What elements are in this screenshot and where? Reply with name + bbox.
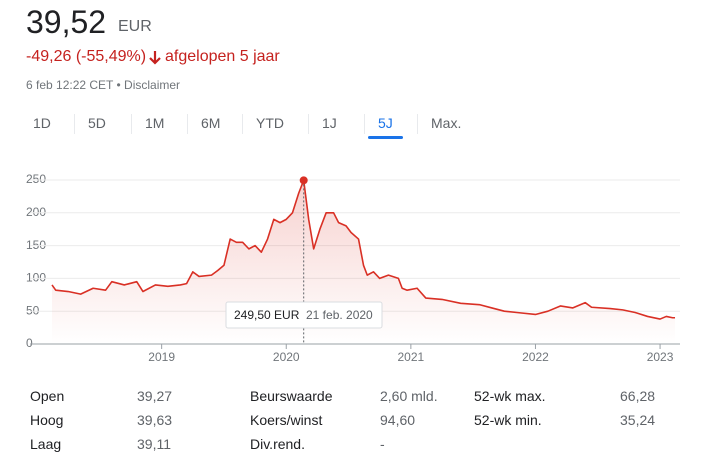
currency: EUR (118, 18, 152, 35)
disclaimer[interactable]: Disclaimer (124, 78, 181, 92)
stat-value: 39,11 (137, 436, 171, 452)
stat-value: 2,60 mld. (380, 388, 438, 404)
stat-value: 39,27 (137, 388, 173, 404)
change: -49,26 (-55,49%) (26, 48, 147, 65)
y-tick-label: 100 (26, 271, 46, 285)
stat-label: Hoog (30, 412, 64, 428)
tab-separator (187, 114, 188, 134)
tooltip-value: 249,50 EUR (234, 308, 300, 322)
stat-label: Div.rend. (250, 436, 305, 452)
hover-point (299, 176, 308, 185)
x-tick-label: 2023 (647, 350, 674, 364)
stat-label: Beurswaarde (250, 388, 333, 404)
range-tab[interactable]: 5J (378, 115, 393, 131)
down-arrow (149, 51, 161, 65)
stat-value: 94,60 (380, 412, 416, 428)
time: 6 feb 12:22 CET (26, 78, 114, 92)
tooltip-date: 21 feb. 2020 (306, 308, 373, 322)
tooltip: 249,50 EUR 21 feb. 2020 (225, 301, 383, 329)
y-tick-label: 50 (26, 303, 40, 317)
tab-separator (364, 114, 365, 134)
y-tick-label: 150 (26, 238, 46, 252)
stat-label: 52-wk max. (474, 388, 546, 404)
tab-separator (308, 114, 309, 134)
stat-label: Laag (30, 436, 62, 452)
stat-label: Open (30, 388, 65, 404)
range-tab[interactable]: Max. (431, 115, 462, 131)
x-tick-label: 2021 (398, 350, 425, 364)
tab-separator (74, 114, 75, 134)
area (52, 180, 676, 344)
x-tick-label: 2022 (522, 350, 549, 364)
range-tab[interactable]: 1M (145, 115, 165, 131)
price: 39,52 (26, 4, 107, 40)
stat-value: - (380, 436, 385, 452)
timestamp: 6 feb 12:22 CET • Disclaimer (26, 78, 181, 92)
range-tab[interactable]: YTD (256, 115, 284, 131)
range-tab[interactable]: 6M (201, 115, 221, 131)
y-tick-label: 0 (26, 336, 33, 350)
tab-separator (417, 114, 418, 134)
range-tab[interactable]: 5D (88, 115, 106, 131)
stat-value: 39,63 (137, 412, 173, 428)
chart: 0 50 100 150 200 250 2019 2020 2021 2022 2023 249,5… (26, 172, 680, 364)
range-tab[interactable]: 1D (33, 115, 51, 131)
stat-value: 66,28 (620, 388, 656, 404)
tooltip-box (225, 301, 383, 329)
period: afgelopen 5 jaar (165, 48, 280, 65)
line (51, 179, 676, 320)
tab-separator (131, 114, 132, 134)
y-tick-label: 200 (26, 205, 46, 219)
tab-separator (242, 114, 243, 134)
stat-value: 35,24 (620, 412, 656, 428)
stat-label: 52-wk min. (474, 412, 542, 428)
range-tab[interactable]: 1J (322, 115, 337, 131)
tab-underline (368, 136, 403, 139)
y-tick-label: 250 (26, 172, 46, 186)
x-tick-label: 2019 (148, 350, 175, 364)
x-tick-label: 2020 (273, 350, 300, 364)
stat-label: Koers/winst (250, 412, 323, 428)
